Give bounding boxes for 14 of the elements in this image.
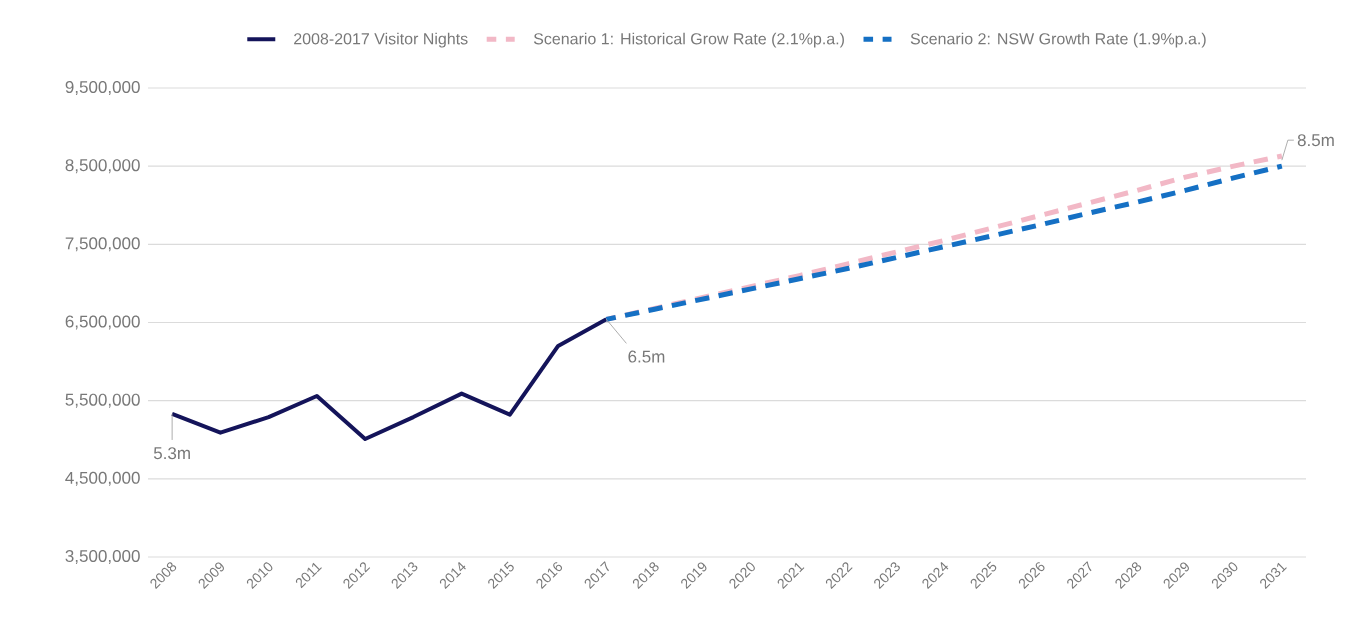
annotation: 5.3m (153, 447, 190, 460)
legend-label: Scenario 1: Historical Grow Rate (2.1%p.a.) (533, 32, 844, 48)
legend-label: Scenario 2: NSW Growth Rate (1.9%p.a.) (910, 32, 1206, 48)
y-tick-label: 7,500,000 (65, 237, 140, 252)
y-tick-label: 6,500,000 (65, 315, 140, 330)
y-tick-label: 4,500,000 (65, 471, 140, 486)
y-tick-label: 5,500,000 (65, 393, 140, 408)
annotation: 6.5m (628, 350, 665, 363)
legend-label: 2008-2017 Visitor Nights (294, 32, 468, 48)
y-tick-label: 9,500,000 (65, 80, 140, 96)
line-series (170, 317, 609, 441)
y-tick-label: 8,500,000 (65, 159, 140, 174)
annotation: 8.5m (1297, 134, 1334, 147)
y-tick-label: 3,500,000 (65, 549, 140, 565)
